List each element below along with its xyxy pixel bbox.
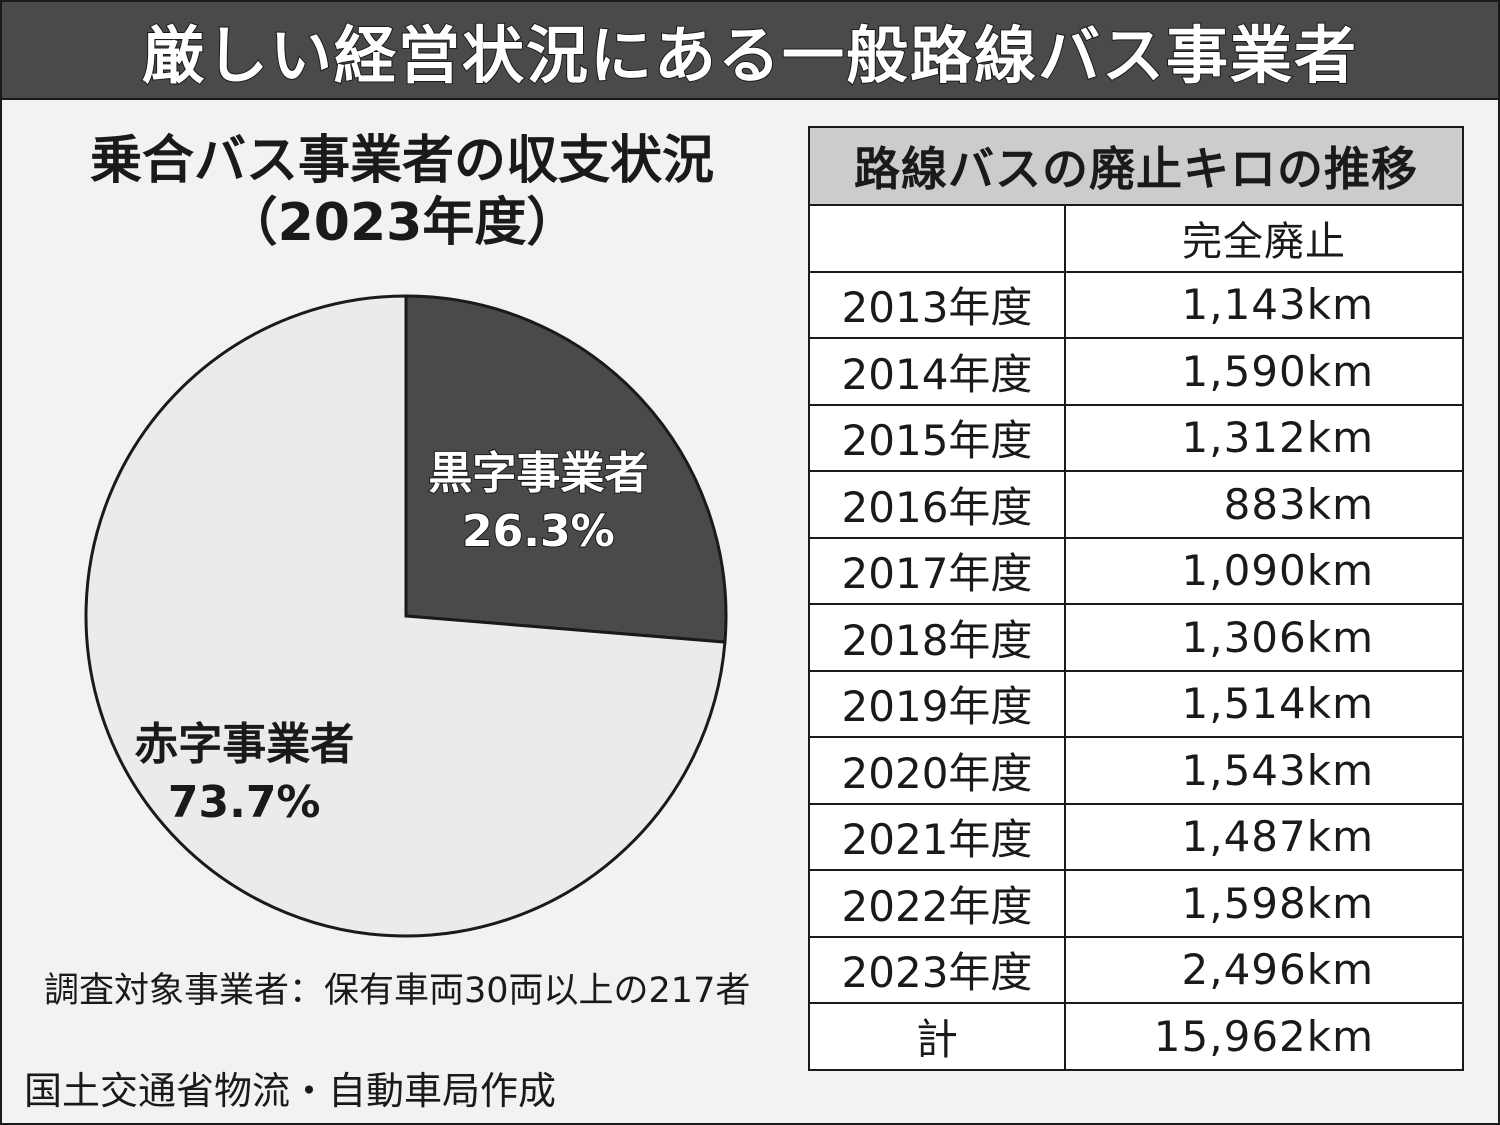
year-cell: 2021年度 bbox=[808, 802, 1066, 871]
year-cell: 2023年度 bbox=[808, 935, 1066, 1004]
column-header: 完全廃止 bbox=[1064, 204, 1464, 273]
slice-red-ink bbox=[84, 294, 727, 938]
pie-label-name: 赤字事業者 bbox=[134, 719, 354, 770]
pie-label-name: 黒字事業者 bbox=[428, 448, 648, 499]
table-row: 2020年度 1,543km bbox=[808, 736, 1464, 805]
pie-label-value: 26.3% bbox=[462, 506, 615, 557]
table-row: 2015年度 1,312km bbox=[808, 403, 1464, 472]
year-cell: 2016年度 bbox=[808, 470, 1066, 539]
km-value-cell: 1,598km bbox=[1064, 869, 1464, 938]
km-value-cell: 1,590km bbox=[1064, 337, 1464, 406]
total-value: 15,962km bbox=[1064, 1002, 1464, 1071]
km-value-cell: 1,090km bbox=[1064, 536, 1464, 605]
km-value-cell: 1,487km bbox=[1064, 802, 1464, 871]
table-row: 2014年度 1,590km bbox=[808, 337, 1464, 406]
km-value-cell: 1,306km bbox=[1064, 603, 1464, 672]
empty-header-cell bbox=[808, 204, 1066, 273]
km-value-cell: 1,514km bbox=[1064, 669, 1464, 738]
total-label: 計 bbox=[808, 1002, 1066, 1071]
title-banner: 厳しい経営状況にある一般路線バス事業者 bbox=[2, 2, 1498, 100]
table-header-row: 完全廃止 bbox=[808, 204, 1464, 273]
table-row: 2021年度 1,487km bbox=[808, 802, 1464, 871]
pie-title-line2: （2023年度） bbox=[225, 193, 579, 253]
year-cell: 2018年度 bbox=[808, 603, 1066, 672]
km-value-cell: 883km bbox=[1064, 470, 1464, 539]
table-row: 2023年度 2,496km bbox=[808, 935, 1464, 1004]
km-value-cell: 2,496km bbox=[1064, 935, 1464, 1004]
km-value-cell: 1,543km bbox=[1064, 736, 1464, 805]
pie-chart-title: 乗合バス事業者の収支状況 （2023年度） bbox=[32, 130, 772, 254]
table-row: 2019年度 1,514km bbox=[808, 669, 1464, 738]
pie-label-value: 73.7% bbox=[168, 777, 321, 828]
total-row: 計 15,962km bbox=[808, 1002, 1464, 1071]
survey-note: 調査対象事業者：保有車両30両以上の217者 bbox=[44, 971, 751, 1011]
table-row: 2018年度 1,306km bbox=[808, 603, 1464, 672]
table-title: 路線バスの廃止キロの推移 bbox=[808, 126, 1464, 206]
km-value-cell: 1,312km bbox=[1064, 403, 1464, 472]
km-value-cell: 1,143km bbox=[1064, 270, 1464, 339]
pie-chart: 黒字事業者 26.3% 赤字事業者 73.7% bbox=[84, 294, 728, 938]
year-cell: 2017年度 bbox=[808, 536, 1066, 605]
table-row: 2017年度 1,090km bbox=[808, 536, 1464, 605]
abolished-km-table: 路線バスの廃止キロの推移 完全廃止 2013年度 1,143km 2014年度 1,5… bbox=[808, 126, 1464, 1071]
year-cell: 2013年度 bbox=[808, 270, 1066, 339]
table-row: 2016年度 883km bbox=[808, 470, 1464, 539]
table-row: 2013年度 1,143km bbox=[808, 270, 1464, 339]
table-row: 2022年度 1,598km bbox=[808, 869, 1464, 938]
year-cell: 2020年度 bbox=[808, 736, 1066, 805]
slice-black-ink bbox=[404, 294, 728, 644]
pie-title-line1: 乗合バス事業者の収支状況 bbox=[89, 131, 714, 191]
year-cell: 2014年度 bbox=[808, 337, 1066, 406]
year-cell: 2015年度 bbox=[808, 403, 1066, 472]
year-cell: 2022年度 bbox=[808, 869, 1066, 938]
page-title: 厳しい経営状況にある一般路線バス事業者 bbox=[141, 18, 1358, 93]
source-credit: 国土交通省物流・自動車局作成 bbox=[24, 1069, 557, 1113]
year-cell: 2019年度 bbox=[808, 669, 1066, 738]
